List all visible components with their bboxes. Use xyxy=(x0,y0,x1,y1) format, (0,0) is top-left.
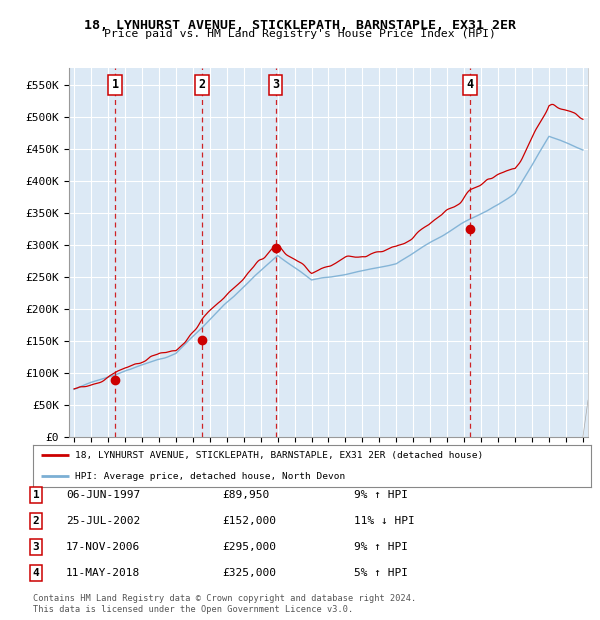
Text: Price paid vs. HM Land Registry's House Price Index (HPI): Price paid vs. HM Land Registry's House … xyxy=(104,29,496,39)
Text: 4: 4 xyxy=(32,568,40,578)
Text: HPI: Average price, detached house, North Devon: HPI: Average price, detached house, Nort… xyxy=(75,472,345,480)
Text: 9% ↑ HPI: 9% ↑ HPI xyxy=(354,542,408,552)
Text: £152,000: £152,000 xyxy=(222,516,276,526)
Text: 1: 1 xyxy=(112,78,119,91)
Text: 9% ↑ HPI: 9% ↑ HPI xyxy=(354,490,408,500)
Text: £325,000: £325,000 xyxy=(222,568,276,578)
Text: 11% ↓ HPI: 11% ↓ HPI xyxy=(354,516,415,526)
Text: 3: 3 xyxy=(272,78,279,91)
Text: £89,950: £89,950 xyxy=(222,490,269,500)
Text: This data is licensed under the Open Government Licence v3.0.: This data is licensed under the Open Gov… xyxy=(33,604,353,614)
Text: 18, LYNHURST AVENUE, STICKLEPATH, BARNSTAPLE, EX31 2ER: 18, LYNHURST AVENUE, STICKLEPATH, BARNST… xyxy=(84,19,516,32)
Text: 2: 2 xyxy=(32,516,40,526)
Text: 3: 3 xyxy=(32,542,40,552)
Text: 1: 1 xyxy=(32,490,40,500)
Text: 18, LYNHURST AVENUE, STICKLEPATH, BARNSTAPLE, EX31 2ER (detached house): 18, LYNHURST AVENUE, STICKLEPATH, BARNST… xyxy=(75,451,483,459)
Text: 11-MAY-2018: 11-MAY-2018 xyxy=(66,568,140,578)
Text: 2: 2 xyxy=(199,78,206,91)
Text: 25-JUL-2002: 25-JUL-2002 xyxy=(66,516,140,526)
Text: 5% ↑ HPI: 5% ↑ HPI xyxy=(354,568,408,578)
Text: £295,000: £295,000 xyxy=(222,542,276,552)
Text: 17-NOV-2006: 17-NOV-2006 xyxy=(66,542,140,552)
Text: Contains HM Land Registry data © Crown copyright and database right 2024.: Contains HM Land Registry data © Crown c… xyxy=(33,593,416,603)
Text: 06-JUN-1997: 06-JUN-1997 xyxy=(66,490,140,500)
Text: 4: 4 xyxy=(467,78,474,91)
